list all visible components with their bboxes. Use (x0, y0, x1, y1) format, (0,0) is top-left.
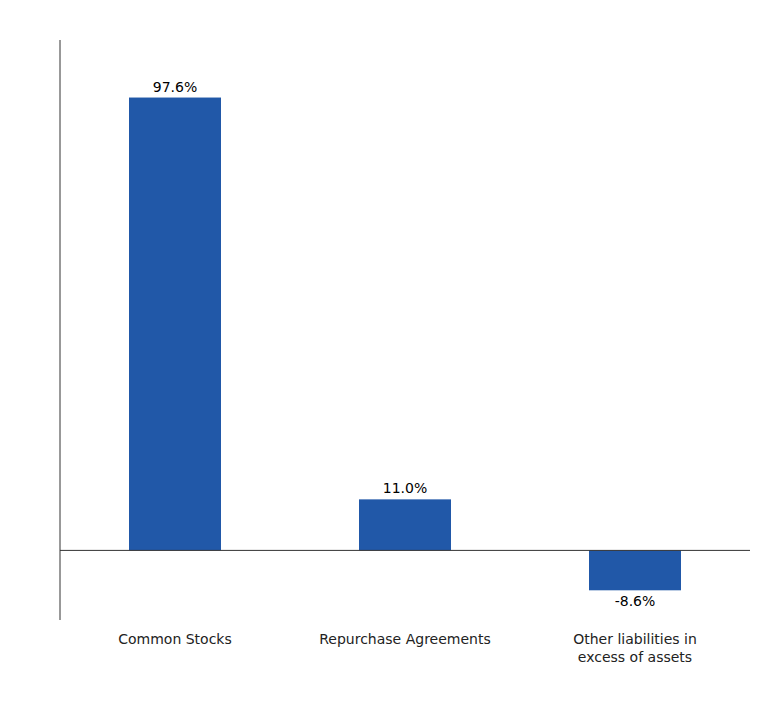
x-axis-line (60, 550, 750, 551)
x-tick-label: Common Stocks (118, 631, 232, 647)
x-tick-label: Other liabilities inexcess of assets (573, 631, 697, 665)
x-tick-label: Repurchase Agreements (319, 631, 490, 647)
chart-container: 97.6% 11.0% -8.6% Common Stocks Repurchase A… (0, 0, 780, 720)
bar (129, 98, 221, 551)
bar (589, 550, 681, 590)
data-label: -8.6% (615, 593, 656, 609)
bar (359, 499, 451, 550)
y-axis-line (60, 40, 61, 620)
data-label: 11.0% (383, 480, 427, 496)
bars (129, 98, 681, 591)
chart: 97.6% 11.0% -8.6% Common Stocks Repurchase A… (0, 0, 780, 720)
data-label: 97.6% (153, 79, 197, 95)
